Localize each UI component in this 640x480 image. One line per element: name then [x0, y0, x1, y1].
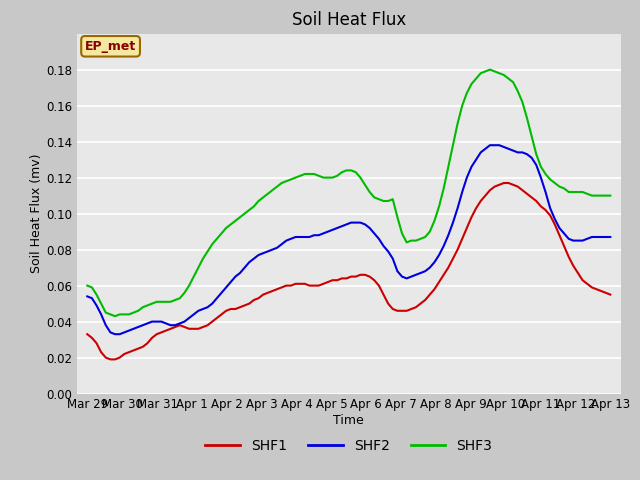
X-axis label: Time: Time: [333, 414, 364, 427]
SHF2: [607, 234, 614, 240]
SHF2: [292, 234, 300, 240]
SHF3: [426, 228, 434, 234]
Legend: SHF1, SHF2, SHF3: SHF1, SHF2, SHF3: [200, 433, 498, 459]
SHF3: [232, 218, 239, 224]
SHF1: [607, 292, 614, 298]
Text: EP_met: EP_met: [85, 40, 136, 53]
SHF3: [491, 69, 499, 74]
SHF2: [111, 331, 119, 337]
SHF3: [607, 192, 614, 199]
Title: Soil Heat Flux: Soil Heat Flux: [292, 11, 406, 29]
SHF3: [292, 175, 300, 180]
SHF1: [292, 281, 300, 287]
SHF3: [236, 214, 244, 220]
SHF2: [148, 319, 156, 324]
Line: SHF2: SHF2: [87, 145, 611, 334]
SHF2: [426, 264, 434, 270]
SHF3: [486, 67, 494, 72]
SHF1: [426, 292, 434, 298]
SHF2: [491, 142, 499, 148]
SHF1: [148, 335, 156, 341]
SHF1: [486, 187, 494, 193]
Line: SHF3: SHF3: [87, 70, 611, 316]
SHF1: [232, 306, 239, 312]
SHF1: [500, 180, 508, 186]
SHF1: [236, 304, 244, 310]
SHF1: [107, 357, 115, 362]
SHF3: [148, 300, 156, 306]
SHF2: [232, 274, 239, 279]
SHF2: [83, 293, 91, 300]
SHF3: [111, 313, 119, 319]
SHF3: [83, 283, 91, 288]
SHF2: [486, 142, 494, 148]
SHF1: [83, 331, 91, 337]
SHF2: [236, 270, 244, 276]
Line: SHF1: SHF1: [87, 183, 611, 360]
Y-axis label: Soil Heat Flux (mv): Soil Heat Flux (mv): [30, 154, 43, 273]
